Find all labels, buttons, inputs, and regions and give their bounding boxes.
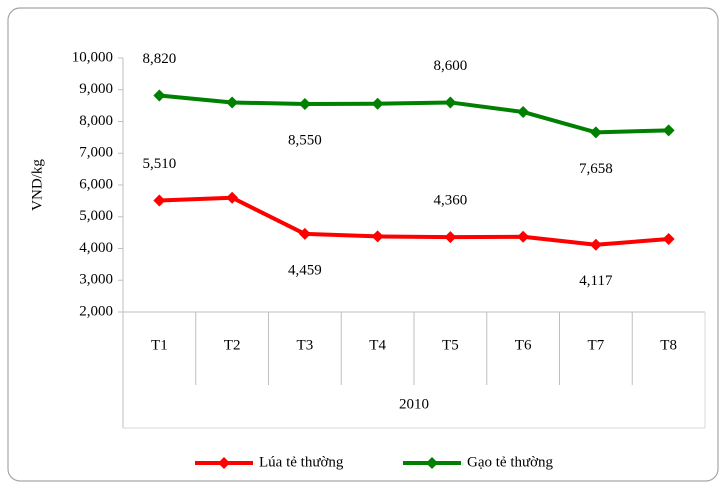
x-tick-label: T7 [588,337,605,353]
x-tick-label: T4 [369,337,386,353]
marker [298,98,311,111]
y-tick-label: 7,000 [79,145,113,161]
x-tick-label: T5 [442,337,459,353]
marker [444,96,457,109]
marker [662,232,675,245]
x-tick-label: T2 [224,337,241,353]
marker [517,105,530,118]
line [159,195,669,247]
x-tick-label: T1 [151,337,168,353]
marker [153,194,166,207]
marker [153,89,166,102]
y-tick-label: 2,000 [79,303,113,319]
y-tick-label: 5,000 [79,208,113,224]
marker [371,230,384,243]
x-tick-label: T8 [660,337,677,353]
y-tick-label: 8,000 [79,113,113,129]
y-tick-label: 9,000 [79,81,113,97]
marker [517,230,530,243]
legend-marker [426,457,438,469]
line [159,93,669,135]
legend-label: Lúa tẻ thường [259,454,344,470]
y-tick-label: 4,000 [79,240,113,256]
marker [589,126,602,139]
marker [226,96,239,109]
data-label: 4,360 [434,193,468,209]
marker [298,227,311,240]
x-group-label: 2010 [399,396,429,412]
data-label: 8,600 [434,58,468,74]
y-tick-label: 6,000 [79,176,113,192]
y-tick-label: 10,000 [72,49,113,65]
legend-label: Gạo tẻ thường [467,454,554,470]
marker [444,231,457,244]
marker [589,238,602,251]
data-label: 8,820 [143,51,177,67]
marker [371,97,384,110]
chart-frame [7,7,719,482]
data-label: 7,658 [579,161,613,177]
y-tick-label: 3,000 [79,272,113,288]
marker [226,191,239,204]
x-tick-label: T3 [297,337,314,353]
x-tick-label: T6 [515,337,532,353]
data-label: 4,117 [579,273,613,289]
data-label: 8,550 [288,132,322,148]
y-axis-label: VND/kg [29,159,45,211]
legend-marker [218,457,230,469]
data-label: 5,510 [143,156,177,172]
data-label: 4,459 [288,262,322,278]
marker [662,124,675,137]
